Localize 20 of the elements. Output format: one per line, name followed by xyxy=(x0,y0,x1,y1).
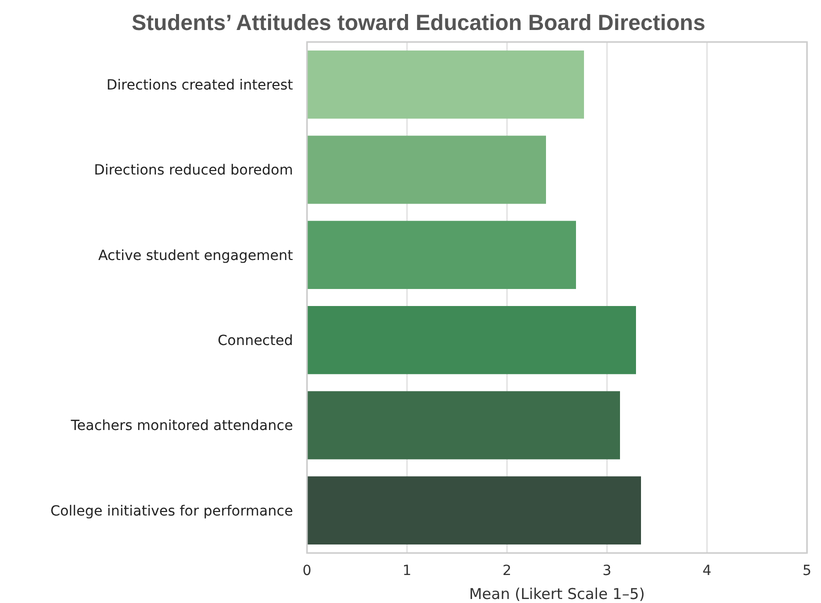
x-tick-label: 4 xyxy=(702,563,712,579)
y-tick-label: College initiatives for performance xyxy=(50,503,293,520)
bar xyxy=(307,136,546,204)
bar xyxy=(307,50,584,119)
chart-title: Students’ Attitudes toward Education Board Directions xyxy=(132,10,706,35)
x-tick-label: 3 xyxy=(602,563,612,579)
x-tick-label: 5 xyxy=(802,563,812,579)
bar xyxy=(307,306,636,374)
x-tick-label: 0 xyxy=(302,563,312,579)
y-tick-label: Teachers monitored attendance xyxy=(70,418,293,434)
x-tick-label: 2 xyxy=(502,563,512,579)
x-tick-label: 1 xyxy=(402,563,412,579)
y-tick-label: Connected xyxy=(218,332,293,349)
bar xyxy=(307,391,620,460)
y-tick-label: Directions created interest xyxy=(106,77,294,94)
x-axis-title: Mean (Likert Scale 1–5) xyxy=(469,585,645,603)
bar xyxy=(307,220,576,289)
y-tick-label: Active student engagement xyxy=(98,248,294,264)
y-tick-label: Directions reduced boredom xyxy=(94,162,293,179)
bar xyxy=(307,476,641,544)
